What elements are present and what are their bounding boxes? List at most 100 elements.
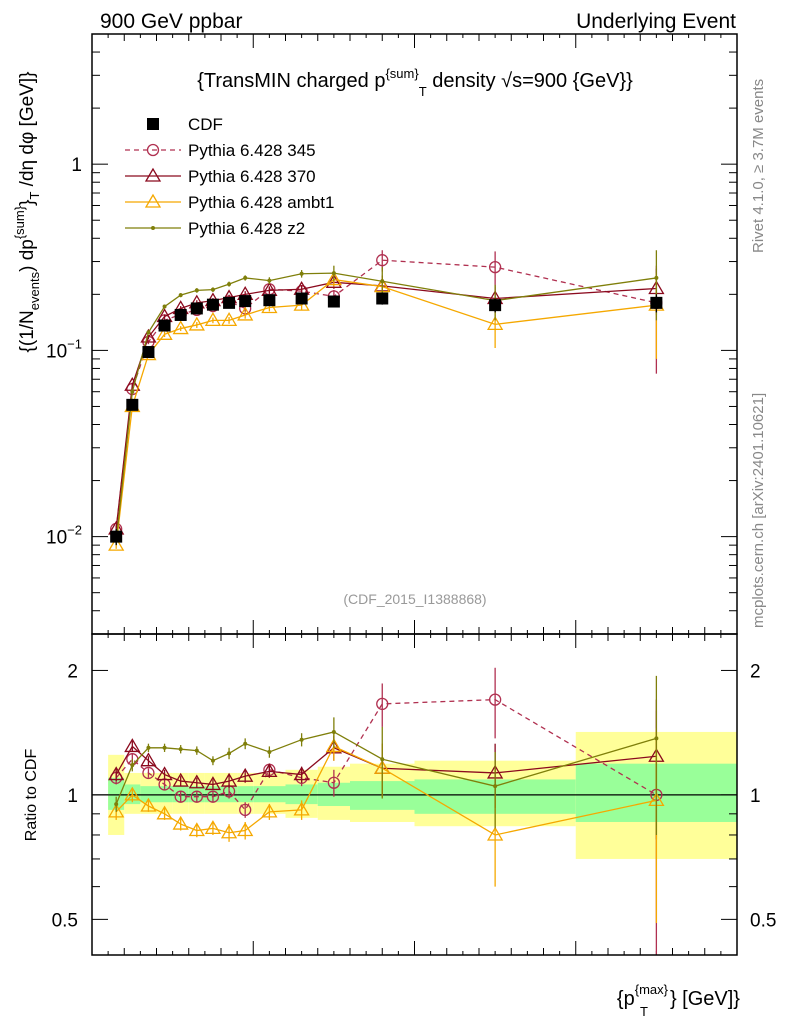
ratio-point-p370: [220, 772, 238, 787]
ratio-point-p345: [376, 697, 389, 711]
ratio-y-tick-label-left: 2: [67, 661, 78, 682]
point-z2: [654, 275, 659, 280]
point-cdf: [223, 296, 236, 309]
ratio-point-p345: [239, 803, 252, 817]
point-cdf: [206, 298, 219, 311]
point-cdf: [158, 319, 171, 332]
legend-label-cdf: CDF: [188, 115, 223, 134]
point-cdf: [650, 296, 663, 309]
ratio-y-tick-label-left: 0.5: [52, 910, 78, 931]
point-z2: [299, 271, 304, 276]
y-tick-exponent: −2: [67, 523, 82, 538]
legend: CDF Pythia 6.428 345 Pythia 6.428 370 Pythi…: [125, 115, 334, 238]
ratio-point-z2: [162, 745, 167, 750]
ratio-point-z2: [210, 758, 215, 763]
point-ambt1: [237, 306, 254, 321]
point-ambt1: [172, 320, 189, 335]
legend-label-p345: Pythia 6.428 345: [188, 141, 316, 160]
ratio-point-p370: [156, 766, 173, 781]
band-inner: [253, 786, 286, 803]
ratio-point-p370: [108, 766, 125, 781]
ratio-point-p345: [206, 790, 220, 803]
point-cdf: [174, 308, 187, 321]
ratio-point-p370: [204, 776, 222, 791]
ratio-point-z2: [380, 757, 385, 762]
ratio-y-tick-label-right: 2: [750, 661, 761, 682]
legend-marker-p370: [144, 167, 162, 182]
x-axis-label: {p{max} T} [GeV]}: [617, 982, 740, 1019]
ratio-point-z2: [178, 747, 183, 752]
band-inner: [140, 786, 157, 803]
point-z2: [267, 278, 272, 283]
ratio-point-p370: [172, 772, 189, 787]
ratio-point-z2: [146, 745, 151, 750]
point-ambt1: [325, 271, 343, 286]
legend-label-ambt1: Pythia 6.428 ambt1: [188, 193, 334, 212]
main-y-label: {(1/Nevents) dp{sum}}T /dη dφ [GeV]}: [12, 72, 42, 353]
ratio-point-z2: [331, 729, 336, 734]
point-ambt1: [220, 312, 238, 326]
ratio-point-z2: [243, 741, 248, 746]
y-tick-label: 10−2: [46, 523, 82, 549]
legend-marker-ambt1: [144, 193, 162, 208]
point-cdf: [239, 295, 252, 308]
ratio-point-ambt1: [172, 815, 189, 830]
ratio-y-tick-label-right: 1: [750, 786, 761, 807]
ratio-point-z2: [267, 749, 272, 754]
point-cdf: [190, 302, 203, 315]
point-z2: [130, 389, 135, 394]
point-cdf: [142, 346, 155, 359]
point-cdf: [489, 299, 502, 312]
ratio-plot: 0.5 0.5 1 1 2 2: [52, 633, 776, 956]
ratio-point-z2: [114, 802, 119, 807]
header-right: Underlying Event: [576, 10, 736, 33]
ratio-point-z2: [227, 751, 232, 756]
point-z2: [146, 330, 151, 335]
band-inner: [237, 786, 254, 803]
ratio-point-ambt1: [124, 786, 141, 801]
point-z2: [210, 287, 215, 292]
ratio-point-z2: [194, 748, 199, 753]
point-p370: [140, 328, 157, 343]
ratio-point-ambt1: [486, 826, 504, 841]
ratio-point-ambt1: [293, 801, 310, 816]
ratio-point-z2: [130, 763, 135, 768]
point-p370: [325, 274, 343, 288]
ratio-point-z2: [654, 736, 659, 741]
ratio-y-label: Ratio to CDF: [23, 749, 40, 842]
ratio-point-ambt1: [188, 822, 205, 837]
point-cdf: [327, 295, 340, 308]
ratio-point-ambt1: [204, 820, 222, 835]
legend-marker-cdf: [147, 118, 159, 130]
ratio-point-p345: [174, 790, 187, 803]
point-z2: [178, 293, 183, 298]
point-ambt1: [261, 299, 278, 314]
ratio-point-ambt1: [261, 803, 278, 818]
ratio-point-p345: [327, 776, 341, 789]
point-z2: [243, 275, 248, 280]
point-z2: [380, 279, 385, 284]
band-inner: [285, 784, 318, 805]
header-left: 900 GeV ppbar: [100, 10, 242, 33]
ratio-point-p370: [140, 752, 157, 767]
ratio-y-tick-label-left: 1: [67, 786, 78, 807]
ratio-point-ambt1: [156, 805, 173, 820]
y-tick-label: 1: [71, 155, 82, 176]
ratio-point-ambt1: [140, 797, 157, 812]
point-ambt1: [486, 316, 504, 330]
point-p345: [488, 260, 502, 274]
point-cdf: [295, 292, 308, 305]
ratio-point-p370: [188, 774, 205, 789]
ratio-point-ambt1: [325, 738, 343, 753]
point-p345: [376, 254, 389, 267]
y-tick-exponent: −1: [67, 336, 82, 351]
band-inner: [156, 786, 173, 803]
main-title: {TransMIN charged p{sum}T density √s=900…: [197, 66, 633, 99]
ratio-point-p345: [142, 766, 155, 780]
point-ambt1: [188, 316, 205, 331]
ratio-point-p345: [488, 693, 502, 706]
ratio-point-p370: [237, 767, 254, 782]
legend-label-z2: Pythia 6.428 z2: [188, 219, 305, 238]
point-z2: [331, 271, 336, 276]
